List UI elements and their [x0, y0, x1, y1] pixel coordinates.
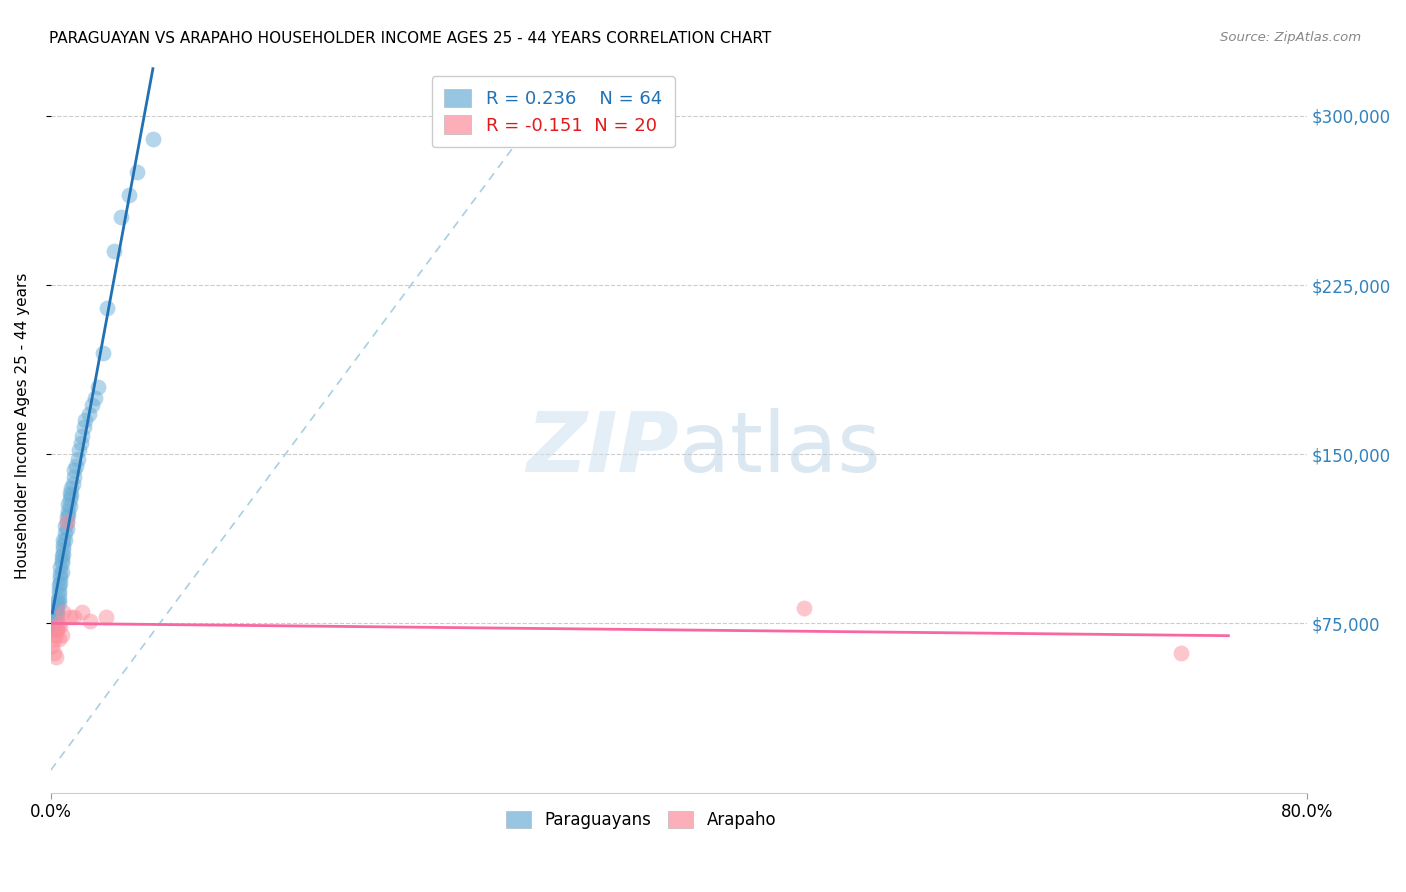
Point: [48, 616, 70, 631]
Point: [56, 504, 79, 518]
Point: [48, 596, 70, 610]
Point: [42, 632, 65, 647]
Point: [53, 526, 76, 541]
Point: [65, 458, 87, 473]
Point: [45, 619, 67, 633]
Point: [52, 605, 75, 619]
Point: [52, 533, 75, 547]
Point: [59, 499, 82, 513]
Point: [87, 379, 110, 393]
Point: [45, 605, 67, 619]
Point: [46, 624, 69, 638]
Point: [46, 621, 69, 635]
Point: [45, 628, 67, 642]
Point: [51, 549, 73, 563]
Point: [59, 485, 82, 500]
Point: [52, 547, 75, 561]
Point: [42, 646, 65, 660]
Point: [63, 609, 86, 624]
Point: [51, 553, 73, 567]
Point: [69, 436, 91, 450]
Point: [91, 346, 114, 360]
Point: [56, 497, 79, 511]
Point: [63, 470, 86, 484]
Point: [52, 542, 75, 557]
Point: [70, 605, 93, 619]
Point: [49, 575, 72, 590]
Point: [59, 609, 82, 624]
Point: [53, 519, 76, 533]
Point: [48, 582, 70, 597]
Point: [66, 451, 89, 466]
Point: [46, 605, 69, 619]
Point: [42, 621, 65, 635]
Legend: Paraguayans, Arapaho: Paraguayans, Arapaho: [499, 804, 783, 836]
Point: [96, 301, 118, 315]
Point: [53, 533, 76, 547]
Point: [46, 599, 69, 613]
Point: [49, 619, 72, 633]
Point: [41, 639, 63, 653]
Point: [103, 244, 125, 259]
Point: [46, 594, 69, 608]
Point: [45, 650, 67, 665]
Point: [80, 398, 103, 412]
Point: [46, 600, 69, 615]
Point: [60, 481, 83, 495]
Point: [48, 632, 70, 647]
Point: [142, 131, 165, 145]
Point: [73, 420, 96, 434]
Point: [83, 391, 105, 405]
Point: [55, 522, 77, 536]
Point: [63, 463, 86, 477]
Point: [45, 614, 67, 628]
Point: [51, 565, 73, 579]
Point: [55, 510, 77, 524]
Point: [62, 476, 84, 491]
Point: [94, 609, 117, 624]
Point: [79, 614, 101, 628]
Point: [1170, 646, 1192, 660]
Point: [46, 607, 69, 622]
Point: [67, 442, 90, 457]
Point: [49, 566, 72, 581]
Point: [59, 492, 82, 507]
Y-axis label: Householder Income Ages 25 - 44 years: Householder Income Ages 25 - 44 years: [15, 273, 30, 579]
Point: [51, 628, 73, 642]
Text: atlas: atlas: [679, 408, 880, 489]
Point: [45, 609, 67, 624]
Point: [118, 188, 141, 202]
Point: [48, 591, 70, 606]
Point: [51, 556, 73, 570]
Point: [41, 624, 63, 638]
Point: [55, 515, 77, 529]
Point: [110, 211, 132, 225]
Point: [55, 515, 77, 529]
Point: [75, 413, 97, 427]
Point: [127, 165, 149, 179]
Text: Source: ZipAtlas.com: Source: ZipAtlas.com: [1220, 31, 1361, 45]
Text: PARAGUAYAN VS ARAPAHO HOUSEHOLDER INCOME AGES 25 - 44 YEARS CORRELATION CHART: PARAGUAYAN VS ARAPAHO HOUSEHOLDER INCOME…: [49, 31, 772, 46]
Point: [60, 488, 83, 502]
Point: [52, 537, 75, 551]
Point: [77, 407, 100, 421]
Point: [56, 508, 79, 523]
Text: ZIP: ZIP: [526, 408, 679, 489]
Point: [49, 560, 72, 574]
Point: [48, 587, 70, 601]
Point: [48, 578, 70, 592]
Point: [793, 600, 815, 615]
Point: [49, 571, 72, 585]
Point: [70, 429, 93, 443]
Point: [42, 616, 65, 631]
